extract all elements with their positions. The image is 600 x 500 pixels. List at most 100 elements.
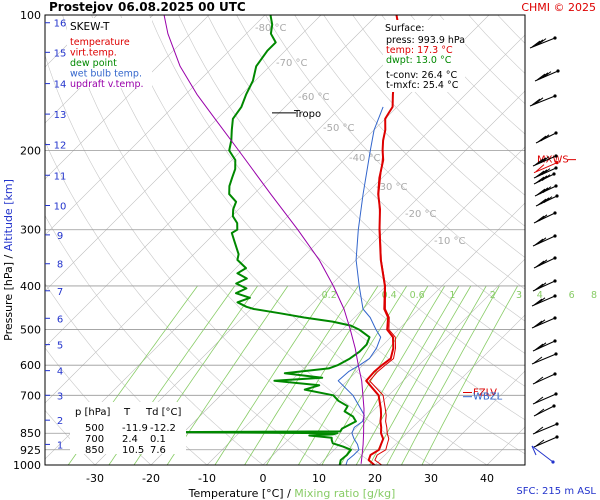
wind-barb: [529, 36, 557, 49]
wind-barb: [535, 131, 558, 144]
series-updraft-v-temp: [163, 15, 365, 464]
wind-barb: [532, 279, 557, 292]
level-table: p [hPa] T Td [°C] 500 -11.9 -12.2 700 2.4 0.1 850…: [70, 402, 186, 456]
wind-barb: [532, 234, 557, 247]
dry-adiabat: [45, 140, 320, 465]
isotherm-label: -40 °C: [349, 153, 381, 164]
series-group: [163, 15, 401, 465]
pressure-tick-label: 700: [20, 389, 41, 402]
isotherm-line: [206, 146, 525, 465]
isotherm-line: [543, 15, 600, 465]
dry-adiabat: [265, 15, 525, 290]
temperature-tick-label: 20: [368, 472, 382, 485]
pressure-tick-label: 100: [20, 9, 41, 22]
temperature-tick-label: -30: [86, 472, 104, 485]
temperature-tick-label: -20: [142, 472, 160, 485]
legend-item: virt.temp.: [70, 48, 117, 59]
wind-barb: [529, 94, 557, 107]
isotherm-line: [374, 314, 525, 465]
wind-barb: [535, 194, 559, 207]
series-virt-temp: [369, 150, 396, 465]
mixing-ratio-line: [401, 285, 500, 465]
pressure-tick-label: 300: [20, 224, 41, 237]
mixing-ratio-line: [369, 285, 472, 465]
altitude-tick-label: 9: [57, 231, 63, 242]
surface-pressure: press: 993.9 hPa: [386, 35, 465, 46]
dry-adiabat: [352, 15, 525, 196]
isotherm-line: [430, 370, 525, 465]
isotherm-line: [150, 90, 525, 465]
wind-barb: [531, 352, 558, 365]
y-axis-label: Pressure [hPa] / Altitude [km]: [2, 179, 15, 341]
table-cell: -11.9: [122, 423, 148, 434]
altitude-tick-label: 6: [57, 314, 63, 325]
mxws-label: MXWS: [537, 155, 569, 166]
wind-barb: [532, 339, 557, 352]
isotherm-line: [318, 258, 525, 465]
isotherm-label: -20 °C: [405, 209, 437, 220]
dry-adiabat: [527, 15, 600, 465]
table-cell: 7.6: [150, 445, 166, 456]
altitude-tick-label: 14: [54, 80, 67, 91]
legend-item: updraft v.temp.: [70, 79, 144, 90]
altitude-tick-label: 5: [57, 341, 63, 352]
wind-barb: [532, 392, 558, 405]
pressure-tick-label: 1000: [13, 459, 41, 472]
isotherm-label: -70 °C: [276, 58, 308, 69]
temperature-tick-label: 40: [480, 472, 494, 485]
surface-dewpoint: dwpt: 13.0 °C: [386, 55, 452, 66]
x-axis-label: Temperature [°C] / Mixing ratio [g/kg]: [188, 487, 396, 500]
sfc-label: SFC: 215 m ASL: [516, 486, 596, 497]
wind-barb: [531, 294, 557, 307]
wind-barb-surface: [531, 445, 555, 464]
table-header: p [hPa]: [75, 407, 110, 418]
surface-temperature: temp: 17.3 °C: [386, 45, 453, 56]
tropopause-label: Tropo: [293, 109, 321, 120]
grid: [45, 15, 600, 465]
isotherm-line: [45, 15, 322, 292]
mixing-ratio-label: 3: [516, 290, 522, 301]
altitude-tick-label: 15: [54, 48, 67, 59]
wind-barb: [533, 404, 556, 417]
table-cell: 500: [85, 423, 104, 434]
wind-barb: [533, 435, 559, 448]
wind-barbs: [529, 36, 560, 464]
mixing-ratio-label: 2: [490, 290, 496, 301]
surface-tmxfc: t-mxfc: 25.4 °C: [386, 80, 459, 91]
dry-adiabat: [178, 15, 525, 387]
pressure-tick-label: 500: [20, 324, 41, 337]
wind-barb: [533, 256, 557, 269]
altitude-tick-label: 8: [57, 260, 63, 271]
altitude-tick-label: 13: [54, 110, 67, 121]
wind-barb: [532, 154, 558, 167]
table-cell: -12.2: [150, 423, 176, 434]
surface-tconv: t-conv: 26.4 °C: [386, 70, 457, 81]
credit-label: CHMI © 2025: [521, 1, 596, 14]
isotherm-label: -60 °C: [298, 92, 330, 103]
dry-adiabat: [323, 15, 525, 227]
dry-adiabat: [556, 15, 600, 465]
altitude-tick-label: 10: [54, 202, 67, 213]
isotherm-line: [45, 15, 154, 124]
series-wet-bulb-temp: [337, 106, 384, 465]
altitude-tick-label: 2: [57, 416, 63, 427]
dry-adiabat: [236, 15, 525, 322]
wind-barb: [532, 422, 559, 435]
legend-title: SKEW-T: [70, 21, 110, 33]
dry-adiabat: [149, 15, 525, 421]
wind-barb: [534, 184, 558, 197]
altitude-tick-label: 11: [54, 171, 67, 182]
series-temperature: [365, 15, 401, 465]
temperature-tick-label: 0: [260, 472, 267, 485]
altitude-tick-label: 16: [54, 19, 67, 30]
mixing-ratio-line: [421, 285, 518, 465]
sounding-datetime: 06.08.2025 00 UTC: [118, 0, 246, 14]
isotherm-line: [45, 15, 210, 180]
legend-item: temperature: [70, 37, 130, 48]
surface-title: Surface:: [385, 23, 424, 34]
dry-adiabat: [294, 15, 525, 258]
temperature-tick-label: 10: [312, 472, 326, 485]
